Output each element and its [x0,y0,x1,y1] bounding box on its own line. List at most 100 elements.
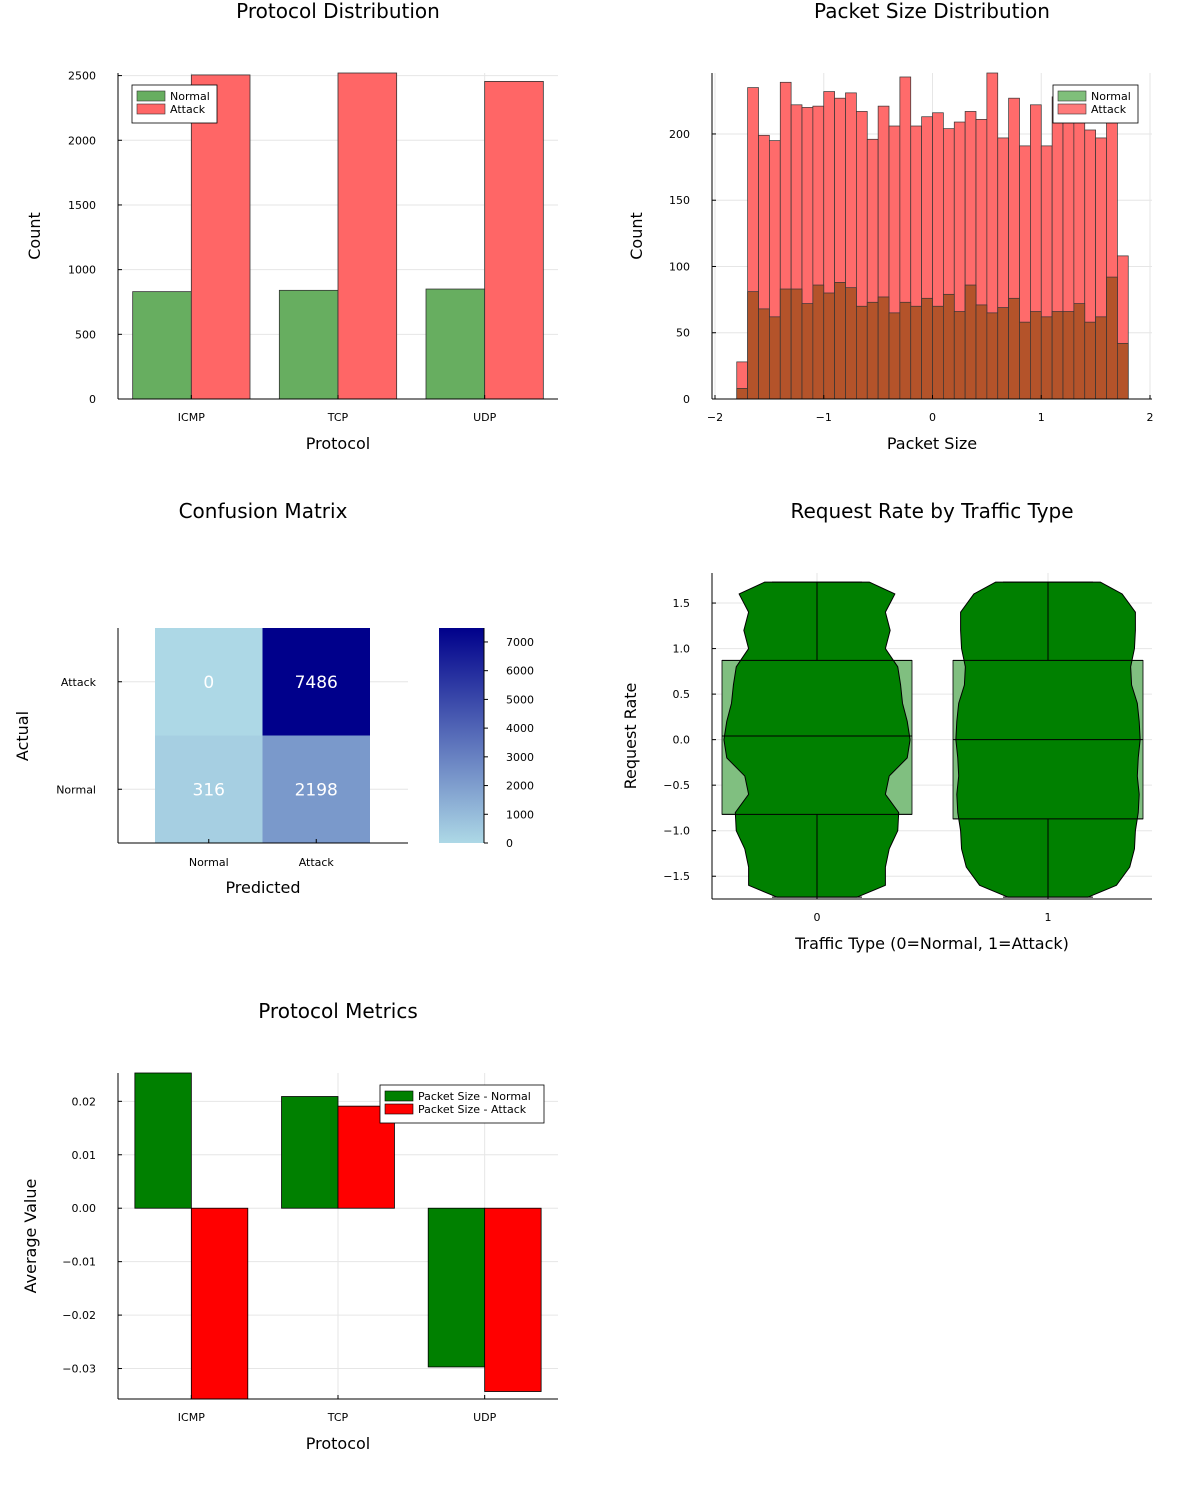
y-axis-label: Actual [13,711,32,761]
request-rate-violin-chart: 0 1 −1.5 −1.0 −0.5 0.0 0.5 1.0 1.5 Request Rate b… [621,499,1152,953]
bar-attack-icmp [190,1207,249,1400]
hist-bar-normal [910,305,922,400]
y-tick-label: 500 [75,328,96,341]
legend-swatch [384,1103,414,1115]
hist-bar-normal [812,284,825,400]
colorbar-tick-label: 1000 [506,808,534,821]
y-tick-label: 0.02 [72,1095,97,1108]
hist-bar-normal [986,312,999,400]
legend-label: Packet Size - Normal [418,1090,531,1103]
y-tick-label: 0 [683,393,690,406]
hist-bar-normal [769,316,781,400]
hist-bar-normal [1117,342,1129,400]
legend-swatch [1057,103,1087,115]
bar-normal-tcp [278,289,339,400]
hist-bar-normal [997,307,1009,400]
y-tick-label: 50 [676,327,690,340]
heatmap-cell-normal-normal [155,735,263,843]
y-tick-label: 1.5 [673,597,691,610]
legend-label: Normal [170,90,210,103]
y-tick-label: Attack [61,676,97,689]
hist-bar-normal [1040,316,1053,400]
hist-bar-normal [888,312,901,400]
bar-normal-udp [427,1207,486,1368]
hist-bar-normal [964,284,977,400]
bar-normal-icmp [132,291,192,400]
y-tick-label: 0.01 [72,1149,97,1162]
hist-bar-normal [779,288,792,400]
x-axis-label: Packet Size [887,434,977,453]
y-tick-label: 1500 [68,199,96,212]
x-tick-label: Attack [299,856,335,869]
x-axis-label: Traffic Type (0=Normal, 1=Attack) [794,934,1069,953]
y-tick-label: 2500 [68,70,96,83]
hist-bar-normal [953,311,966,400]
y-tick-label: −1.5 [663,870,690,883]
legend-label: Attack [170,103,206,116]
x-tick-label: ICMP [178,411,205,424]
x-tick-label: TCP [327,411,349,424]
y-tick-label: 1.0 [673,643,691,656]
legend-label: Attack [1091,103,1127,116]
bar-attack-tcp [337,72,398,400]
x-tick-label: UDP [473,411,497,424]
cell-value: 0 [203,673,214,693]
hist-bar-normal [1062,311,1075,400]
chart-title: Confusion Matrix [179,499,348,523]
x-axis-label: Protocol [306,434,370,453]
y-tick-label: −1.0 [663,825,690,838]
hist-bar-normal [975,304,988,400]
hist-bar-normal [1106,276,1118,400]
hist-bar-normal [866,301,879,400]
y-axis-label: Count [627,212,646,260]
x-tick-label: Normal [189,856,229,869]
confusion-matrix-chart: 316 2198 Normal 0 7486 Attack Normal Attack 0 100… [13,499,534,897]
y-tick-label: Normal [56,783,96,796]
y-tick-label: 200 [669,128,690,141]
colorbar-tick-label: 7000 [506,636,534,649]
hist-bar-normal [856,305,868,400]
hist-bar-normal [877,296,890,400]
legend-label: Packet Size - Attack [418,1103,527,1116]
legend-swatch [136,90,166,102]
y-tick-label: 0.00 [72,1202,97,1215]
x-tick-label: 2 [1147,411,1154,424]
chart-title: Packet Size Distribution [814,0,1050,23]
hist-bar-normal [736,388,748,400]
heatmap-cell-attack-normal [155,628,263,736]
x-tick-label: −1 [816,411,832,424]
hist-bar-normal [943,293,955,400]
y-tick-label: 0.5 [673,688,691,701]
colorbar-tick-label: 5000 [506,693,534,706]
x-tick-label: 0 [929,411,936,424]
y-tick-label: −0.01 [62,1256,96,1269]
cell-value: 2198 [295,780,338,800]
y-tick-label: 0 [89,393,96,406]
hist-bar-normal [899,301,912,400]
protocol-distribution-chart: ICMP TCP UDP 0 500 1000 1500 2000 2500 Protocol D… [25,0,558,453]
hist-bar-normal [758,308,770,400]
y-axis-label: Average Value [21,1179,40,1294]
bar-attack-udp [484,81,544,400]
x-tick-label: 1 [1045,911,1052,924]
hist-bar-normal [1019,321,1031,400]
cell-value: 7486 [295,673,338,693]
hist-bar-normal [801,303,814,400]
x-tick-label: 1 [1038,411,1045,424]
x-tick-label: UDP [473,1411,497,1424]
hist-bar-normal [1084,321,1096,400]
y-tick-label: −0.03 [62,1363,96,1376]
bar-normal-udp [425,288,486,400]
y-tick-label: 100 [669,260,690,273]
hist-bar-normal [834,282,846,400]
chart-title: Protocol Distribution [236,0,440,23]
bar-attack-udp [484,1207,542,1392]
y-tick-label: 2000 [68,134,96,147]
hist-bar-normal [790,288,803,400]
legend-swatch [136,103,166,115]
legend-swatch [384,1090,414,1102]
y-axis-label: Count [25,212,44,260]
y-tick-label: 150 [669,194,690,207]
hist-bar-normal [1095,316,1107,400]
